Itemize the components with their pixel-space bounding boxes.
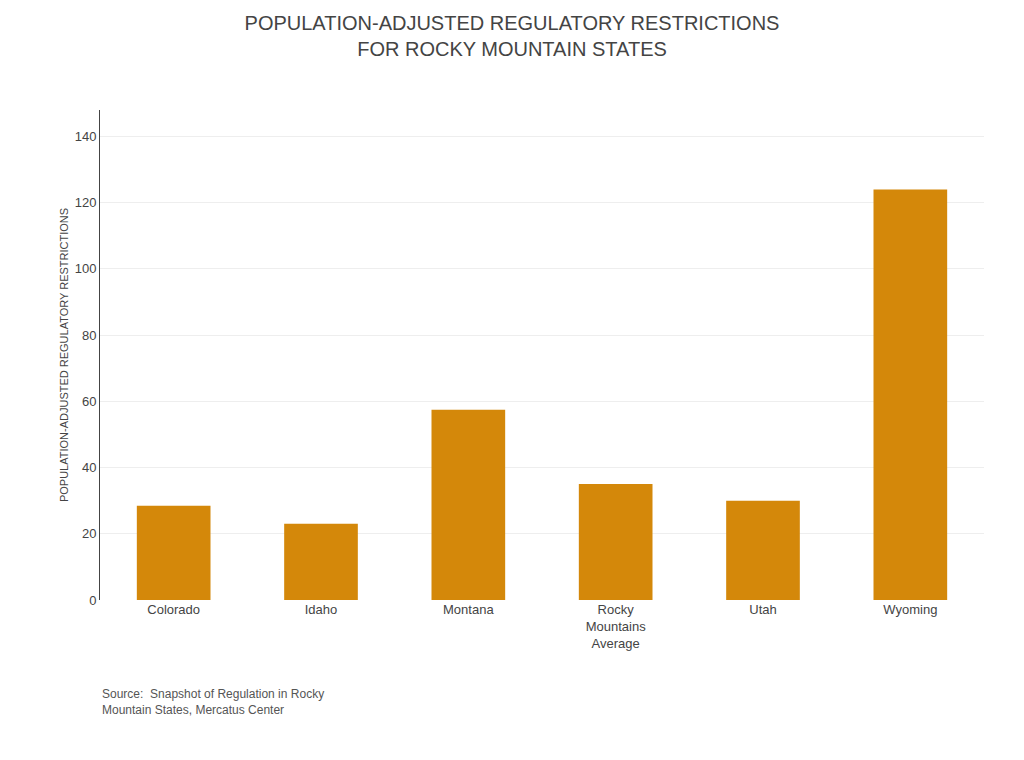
- svg-text:120: 120: [75, 195, 97, 210]
- svg-text:20: 20: [82, 526, 96, 541]
- svg-text:Colorado: Colorado: [147, 602, 200, 617]
- svg-text:Utah: Utah: [749, 602, 776, 617]
- svg-text:Source: Snapshot of Regulatio: Source: Snapshot of Regulation in RockyM…: [102, 687, 324, 717]
- svg-text:140: 140: [75, 129, 97, 144]
- svg-text:Idaho: Idaho: [305, 602, 338, 617]
- svg-text:80: 80: [82, 328, 96, 343]
- svg-text:40: 40: [82, 460, 96, 475]
- svg-text:POPULATION-ADJUSTED REGULATORY: POPULATION-ADJUSTED REGULATORY RESTRICTI…: [245, 12, 780, 60]
- svg-text:RockyMountainsAverage: RockyMountainsAverage: [586, 602, 646, 651]
- svg-text:Wyoming: Wyoming: [883, 602, 937, 617]
- svg-text:Montana: Montana: [443, 602, 494, 617]
- svg-text:100: 100: [75, 261, 97, 276]
- svg-text:60: 60: [82, 394, 96, 409]
- svg-text:0: 0: [89, 593, 96, 608]
- svg-text:POPULATION-ADJUSTED REGULATORY: POPULATION-ADJUSTED REGULATORY RESTRICTI…: [58, 208, 70, 502]
